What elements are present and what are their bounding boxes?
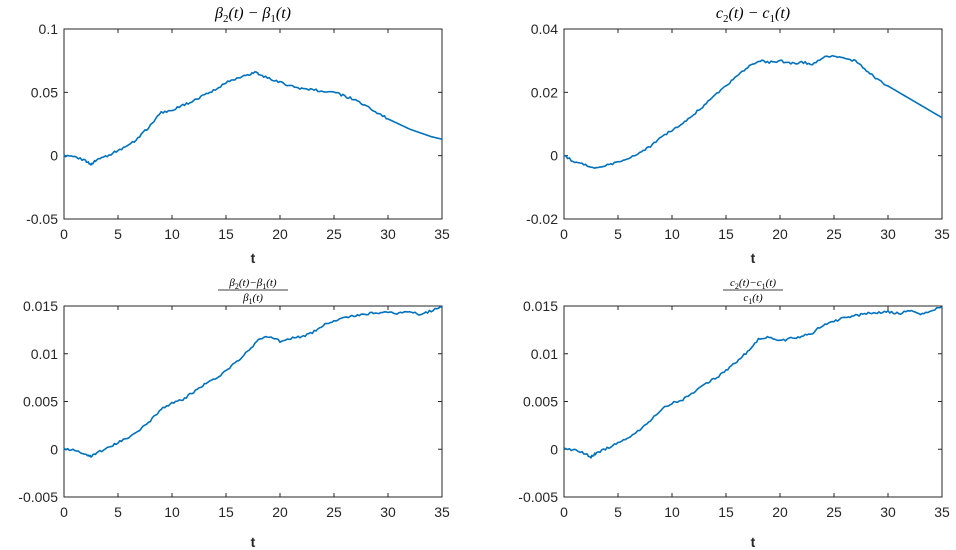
svg-text:c1(t): c1(t) — [743, 292, 763, 306]
y-tick-label: 0 — [550, 148, 558, 164]
y-tick-label: 0.015 — [523, 298, 558, 314]
y-tick-label: 0.05 — [31, 84, 58, 100]
xlabel-c-diff: t — [751, 250, 756, 266]
y-tick-label: -0.005 — [518, 489, 558, 505]
xlabel-beta-rel: t — [251, 534, 256, 550]
x-tick-label: 30 — [880, 226, 896, 242]
y-tick-label: 0.01 — [31, 346, 58, 362]
x-tick-label: 10 — [664, 226, 680, 242]
xticks-c-rel: 0 5 10 15 20 25 30 35 — [560, 306, 950, 520]
series-layer-beta-diff — [63, 71, 443, 166]
y-tick-label: 0 — [50, 441, 58, 457]
series-line — [563, 306, 943, 459]
x-tick-label: 10 — [164, 226, 180, 242]
x-tick-label: 15 — [718, 504, 734, 520]
svg-text:β2(t)−β1(t): β2(t)−β1(t) — [228, 277, 277, 291]
plot-area-c-diff — [563, 28, 943, 220]
svg-text:c2(t)−c1(t): c2(t)−c1(t) — [730, 277, 776, 291]
y-tick-label: 0.01 — [531, 346, 558, 362]
x-tick-label: 20 — [272, 226, 288, 242]
yticks-c-diff: -0.02 0 0.02 0.04 — [526, 21, 942, 227]
title-beta-rel: β2(t)−β1(t) β1(t) — [218, 277, 288, 306]
y-tick-label: 0.005 — [23, 394, 58, 410]
series-line — [563, 54, 943, 169]
x-tick-label: 5 — [114, 504, 122, 520]
x-tick-label: 0 — [60, 504, 68, 520]
x-tick-label: 35 — [434, 504, 450, 520]
x-tick-label: 10 — [164, 504, 180, 520]
series-layer-c-diff — [563, 54, 943, 169]
x-tick-label: 5 — [614, 226, 622, 242]
y-tick-label: -0.05 — [26, 211, 58, 227]
x-tick-label: 15 — [218, 226, 234, 242]
yticks-beta-rel: -0.005 0 0.005 0.01 0.015 — [18, 298, 442, 505]
xticks-beta-rel: 0 5 10 15 20 25 30 35 — [60, 306, 450, 520]
y-tick-label: 0.02 — [531, 84, 558, 100]
series-line — [63, 71, 443, 166]
x-tick-label: 20 — [272, 504, 288, 520]
series-layer-c-rel — [563, 306, 943, 459]
y-tick-label: 0.005 — [523, 394, 558, 410]
x-tick-label: 0 — [60, 226, 68, 242]
svg-text:β1(t): β1(t) — [242, 292, 263, 306]
x-tick-label: 5 — [114, 226, 122, 242]
y-tick-label: 0.04 — [531, 21, 558, 37]
xlabel-beta-diff: t — [251, 250, 256, 266]
y-tick-label: -0.005 — [18, 489, 58, 505]
x-tick-label: 20 — [772, 226, 788, 242]
title-c-diff: c2(t) − c1(t) — [716, 5, 790, 25]
series-line — [63, 306, 443, 458]
x-tick-label: 20 — [772, 504, 788, 520]
x-tick-label: 0 — [560, 226, 568, 242]
xlabel-c-rel: t — [751, 534, 756, 550]
x-tick-label: 30 — [380, 226, 396, 242]
y-tick-label: 0 — [550, 441, 558, 457]
x-tick-label: 25 — [326, 504, 342, 520]
x-tick-label: 25 — [826, 504, 842, 520]
x-tick-label: 15 — [718, 226, 734, 242]
x-tick-label: 15 — [218, 504, 234, 520]
title-c-rel: c2(t)−c1(t) c1(t) — [723, 277, 783, 306]
x-tick-label: 35 — [934, 226, 950, 242]
plot-area-beta-rel — [63, 305, 443, 498]
x-tick-label: 35 — [434, 226, 450, 242]
xticks-beta-diff: 0 5 10 15 20 25 30 35 — [60, 29, 450, 242]
x-tick-label: 30 — [880, 504, 896, 520]
yticks-c-rel: -0.005 0 0.005 0.01 0.015 — [518, 298, 942, 505]
y-tick-label: -0.02 — [526, 211, 558, 227]
title-beta-diff: β2(t) − β1(t) — [214, 5, 291, 25]
x-tick-label: 25 — [326, 226, 342, 242]
x-tick-label: 25 — [826, 226, 842, 242]
y-tick-label: 0 — [50, 148, 58, 164]
x-tick-label: 30 — [380, 504, 396, 520]
series-layer-beta-rel — [63, 306, 443, 458]
plot-area-beta-diff — [63, 28, 443, 220]
y-tick-label: 0.015 — [23, 298, 58, 314]
x-tick-label: 35 — [934, 504, 950, 520]
xticks-c-diff: 0 5 10 15 20 25 30 35 — [560, 29, 950, 242]
x-tick-label: 10 — [664, 504, 680, 520]
plot-area-c-rel — [563, 305, 943, 498]
y-tick-label: 0.1 — [39, 21, 59, 37]
x-tick-label: 0 — [560, 504, 568, 520]
x-tick-label: 5 — [614, 504, 622, 520]
yticks-beta-diff: -0.05 0 0.05 0.1 — [26, 21, 442, 227]
